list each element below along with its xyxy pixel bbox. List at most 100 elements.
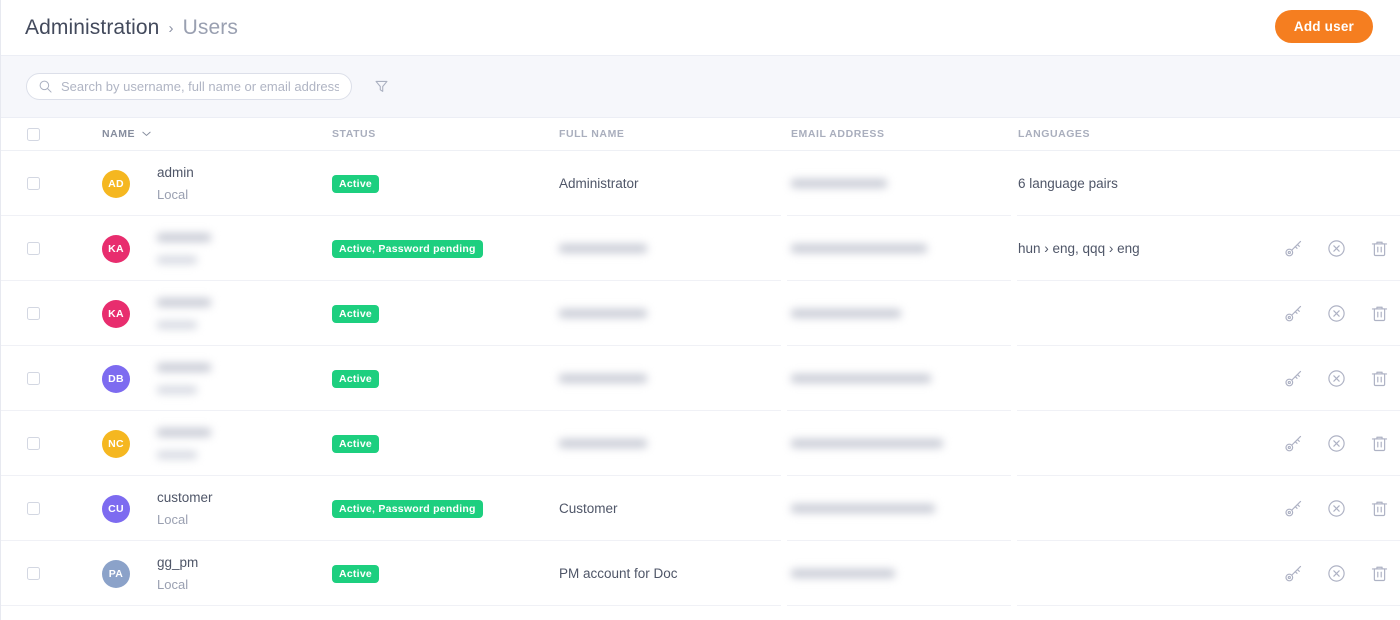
reset-password-key-button[interactable] [1282, 238, 1304, 260]
row-separator [1017, 280, 1400, 281]
column-header-name[interactable]: NAME [102, 128, 332, 140]
delete-trash-button[interactable] [1368, 433, 1390, 455]
user-full-name-cell: PM account for Doc [559, 565, 791, 583]
reset-password-key-button[interactable] [1282, 433, 1304, 455]
column-header-email-address[interactable]: EMAIL ADDRESS [791, 128, 1018, 140]
user-full-name: Customer [559, 500, 618, 516]
filter-button[interactable] [370, 76, 392, 98]
row-separator [1, 540, 781, 541]
reset-password-key-button[interactable] [1282, 303, 1304, 325]
user-source: Local [157, 511, 189, 527]
deactivate-circle-x-icon [1327, 434, 1346, 453]
select-all-checkbox[interactable] [27, 127, 40, 141]
user-status-cell: Active [332, 304, 559, 324]
avatar: KA [102, 234, 130, 263]
row-separator [1017, 475, 1400, 476]
deactivate-circle-x-button[interactable] [1325, 433, 1347, 455]
row-select-cell [1, 567, 102, 580]
table-row[interactable]: AD admin Local Active Administrator 6 la… [1, 151, 1400, 216]
row-select-checkbox[interactable] [27, 437, 40, 450]
user-email-cell [791, 500, 1018, 518]
breadcrumb-item-users: Users [182, 15, 238, 39]
row-separator [787, 540, 1011, 541]
breadcrumb-separator-icon: › [168, 20, 174, 37]
row-separator [787, 410, 1011, 411]
delete-trash-icon [1370, 304, 1389, 323]
table-row[interactable]: CU customer Local Active, Password pendi… [1, 476, 1400, 541]
column-header-full-name[interactable]: FULL NAME [559, 128, 791, 140]
user-name-cell: CU customer Local [102, 487, 332, 529]
reset-password-key-icon [1284, 239, 1303, 258]
table-row[interactable]: DB Active [1, 346, 1400, 411]
row-select-checkbox[interactable] [27, 372, 40, 385]
row-select-checkbox[interactable] [27, 242, 40, 255]
row-actions-cell [1258, 563, 1400, 585]
user-email-cell [791, 370, 1018, 388]
column-header-full-name-label: FULL NAME [559, 128, 625, 140]
row-separator [787, 215, 1011, 216]
deactivate-circle-x-button[interactable] [1325, 563, 1347, 585]
user-full-name: PM account for Doc [559, 565, 678, 581]
user-name: gg_pm [157, 555, 199, 571]
delete-trash-button[interactable] [1368, 303, 1390, 325]
avatar: AD [102, 169, 130, 198]
user-name: customer [157, 490, 213, 506]
user-source: Local [157, 186, 189, 202]
row-separator [1, 605, 781, 606]
delete-trash-icon [1370, 434, 1389, 453]
search-input[interactable] [61, 79, 339, 94]
deactivate-circle-x-button[interactable] [1325, 303, 1347, 325]
delete-trash-button[interactable] [1368, 498, 1390, 520]
row-select-checkbox[interactable] [27, 307, 40, 320]
reset-password-key-icon [1284, 369, 1303, 388]
user-full-name-redacted [559, 436, 647, 451]
deactivate-circle-x-button[interactable] [1325, 498, 1347, 520]
row-separator [787, 280, 1011, 281]
table-row[interactable]: KA Active, Password pending hun › eng, q… [1, 216, 1400, 281]
user-full-name-cell: Customer [559, 500, 791, 518]
add-user-button[interactable]: Add user [1274, 10, 1373, 43]
row-actions-cell [1258, 303, 1400, 325]
table-row[interactable]: KA Active [1, 281, 1400, 346]
user-name-redacted [157, 424, 211, 464]
user-full-name-cell [559, 240, 791, 258]
delete-trash-button[interactable] [1368, 563, 1390, 585]
user-name-redacted [157, 359, 211, 399]
deactivate-circle-x-button[interactable] [1325, 368, 1347, 390]
user-name-cell: AD admin Local [102, 162, 332, 204]
user-source: Local [157, 576, 189, 592]
deactivate-circle-x-button[interactable] [1325, 238, 1347, 260]
reset-password-key-button[interactable] [1282, 498, 1304, 520]
column-header-status-label: STATUS [332, 128, 376, 140]
delete-trash-button[interactable] [1368, 368, 1390, 390]
delete-trash-icon [1370, 239, 1389, 258]
user-full-name-cell [559, 435, 791, 453]
user-email-redacted [791, 176, 887, 191]
reset-password-key-button[interactable] [1282, 368, 1304, 390]
row-select-checkbox[interactable] [27, 502, 40, 515]
table-row[interactable]: NC Active [1, 411, 1400, 476]
row-select-checkbox[interactable] [27, 567, 40, 580]
table-toolbar [1, 55, 1400, 118]
search-box[interactable] [26, 73, 352, 100]
row-separator [787, 475, 1011, 476]
avatar: KA [102, 299, 130, 328]
column-header-languages[interactable]: LANGUAGES [1018, 128, 1258, 140]
breadcrumb-item-administration[interactable]: Administration [25, 15, 160, 39]
user-email-cell [791, 435, 1018, 453]
delete-trash-icon [1370, 369, 1389, 388]
column-header-status[interactable]: STATUS [332, 128, 559, 140]
user-languages: hun › eng, qqq › eng [1018, 240, 1140, 256]
row-separator [1, 345, 781, 346]
row-select-checkbox[interactable] [27, 177, 40, 190]
reset-password-key-button[interactable] [1282, 563, 1304, 585]
user-full-name: Administrator [559, 175, 639, 191]
row-actions-cell [1258, 368, 1400, 390]
row-select-cell [1, 372, 102, 385]
deactivate-circle-x-icon [1327, 369, 1346, 388]
row-separator [1, 215, 781, 216]
table-row[interactable]: PA gg_pm Local Active PM account for Doc [1, 541, 1400, 606]
delete-trash-button[interactable] [1368, 238, 1390, 260]
row-select-cell [1, 242, 102, 255]
